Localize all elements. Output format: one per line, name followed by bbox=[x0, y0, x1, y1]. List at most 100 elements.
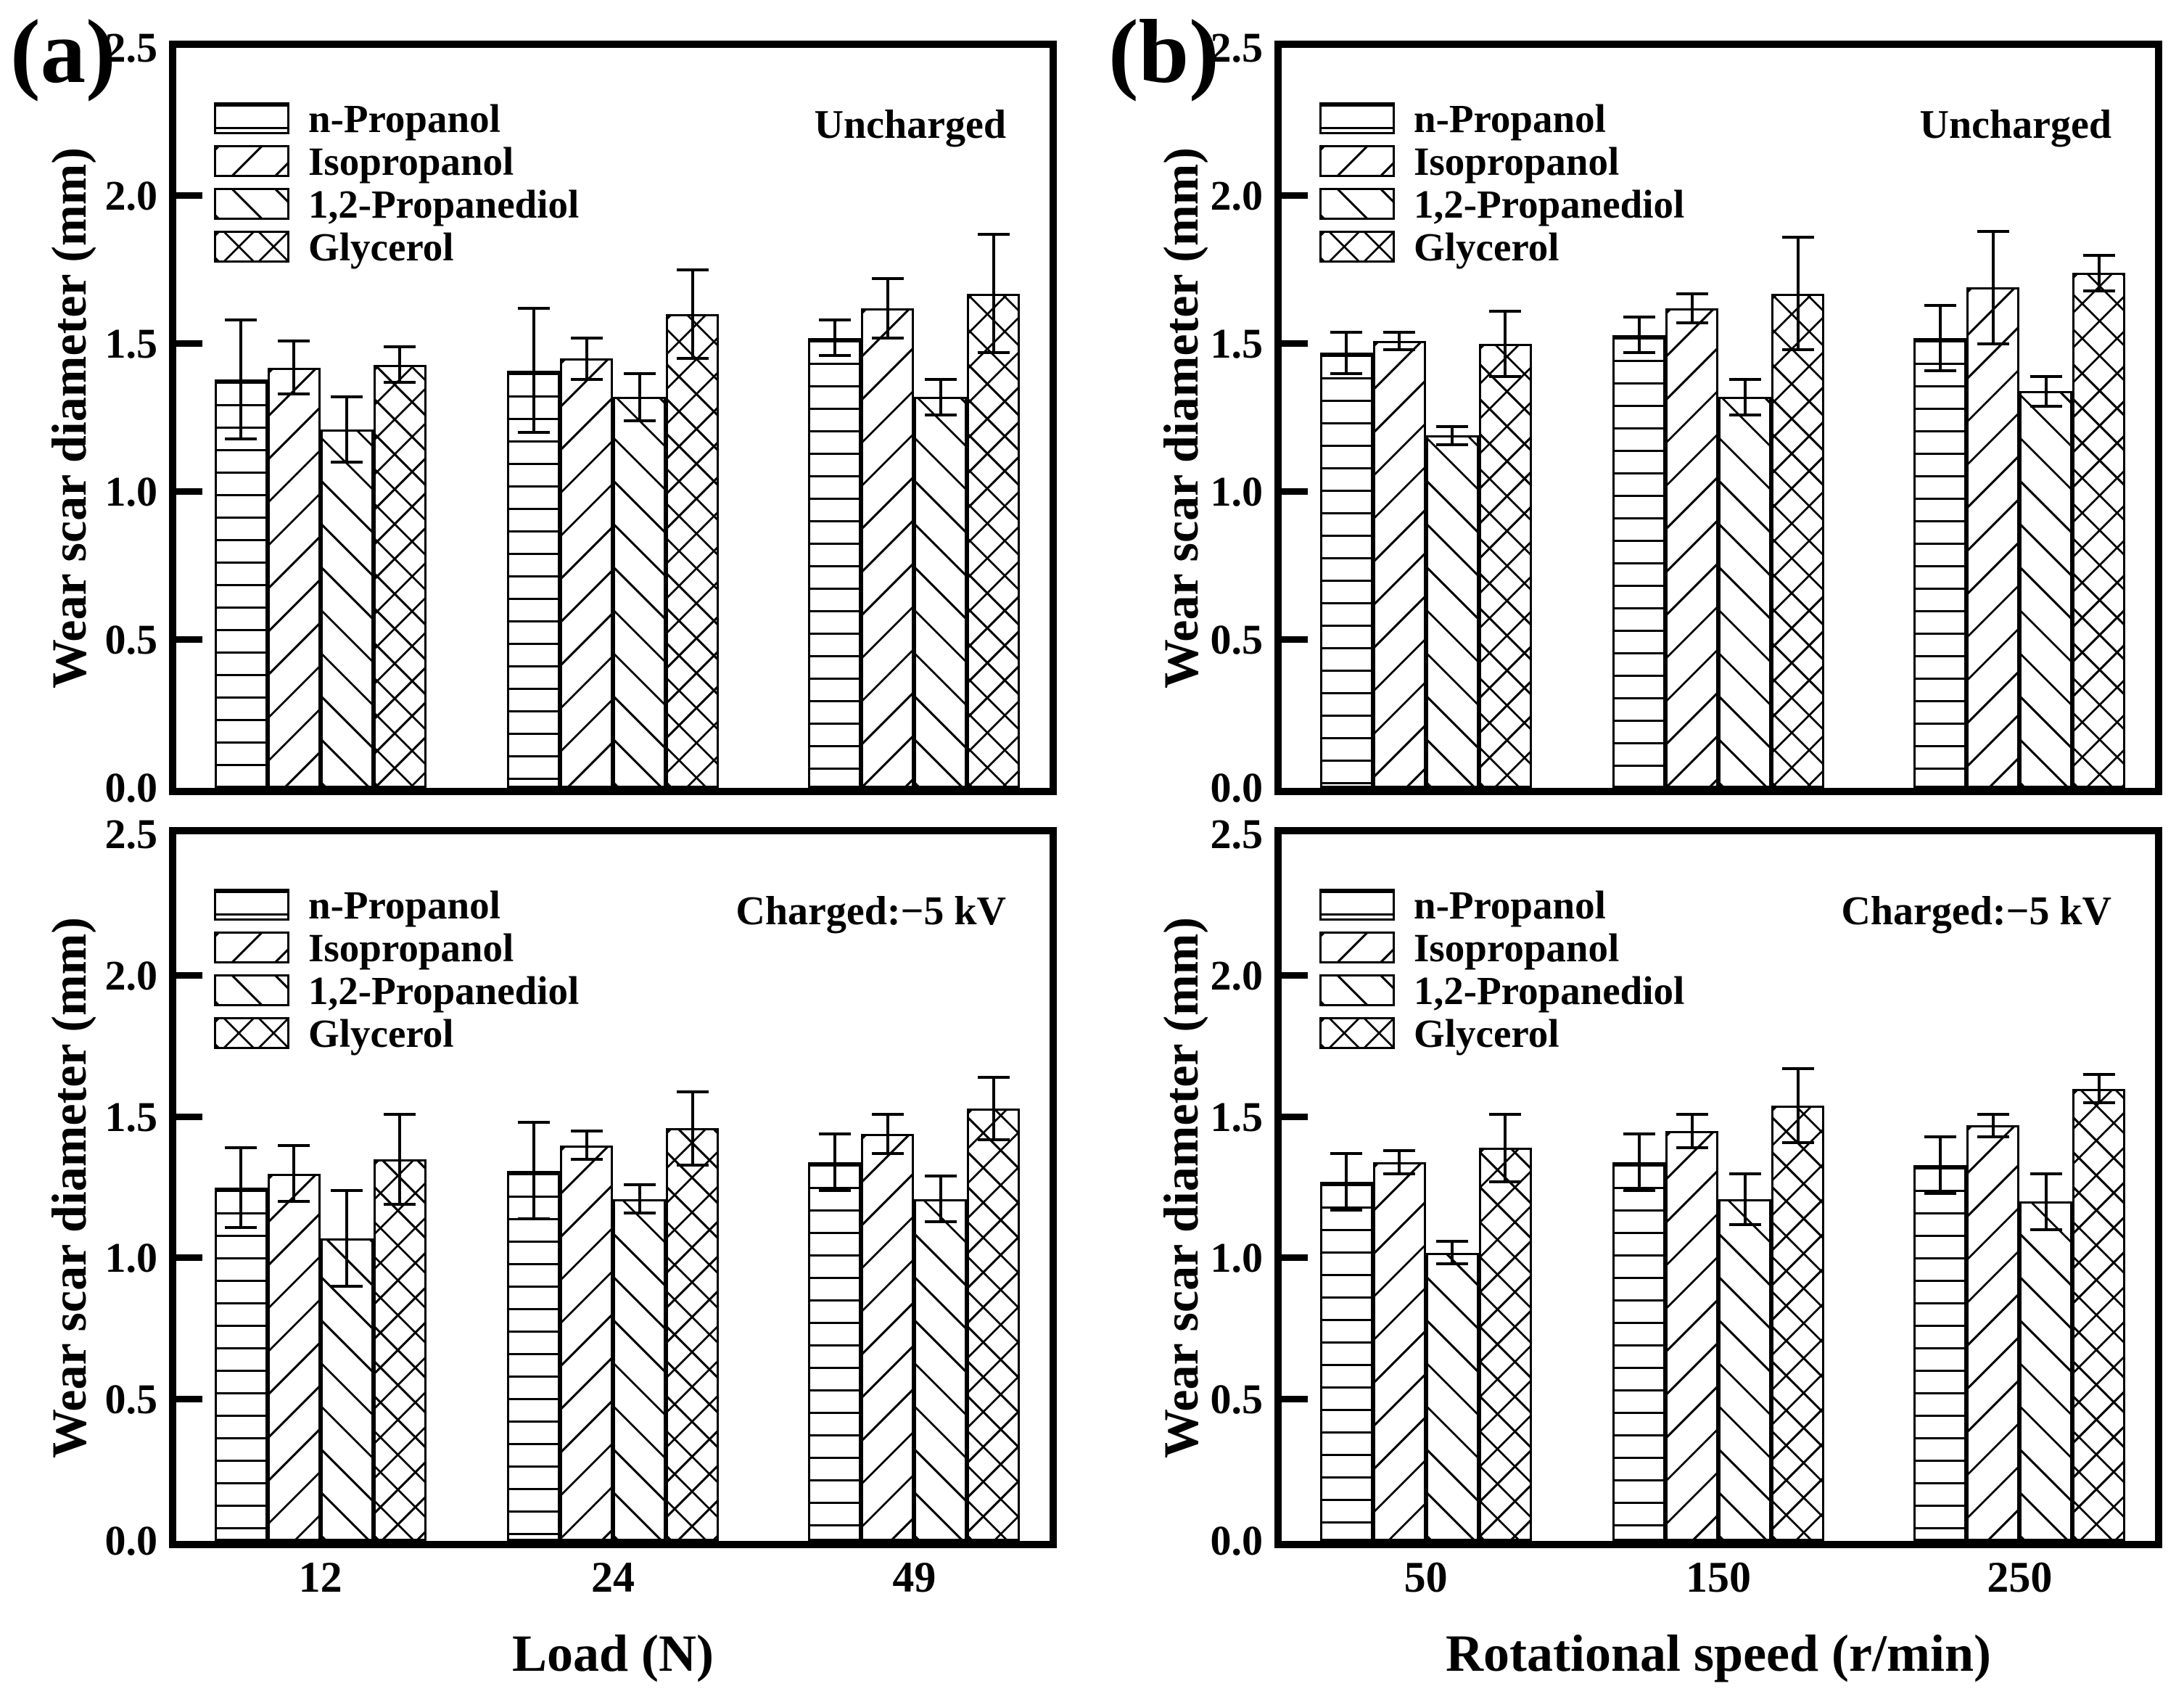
error-bar bbox=[691, 1091, 694, 1165]
legend-item: Isopropanol bbox=[1319, 139, 1684, 184]
error-bar bbox=[292, 1145, 296, 1202]
y-tick-label: 2.0 bbox=[104, 172, 158, 219]
error-bar bbox=[239, 1148, 243, 1228]
legend-label: 1,2-Propanediol bbox=[1414, 181, 1685, 226]
error-bar bbox=[585, 337, 588, 379]
bar-Glycerol bbox=[373, 1159, 427, 1541]
error-bar-cap-bottom bbox=[1977, 342, 2009, 345]
bar-1,2-Propanediol bbox=[1718, 1198, 1771, 1541]
error-bar-cap-bottom bbox=[570, 377, 603, 381]
bar-n-Propanol bbox=[808, 337, 862, 788]
y-tick bbox=[176, 971, 202, 979]
panel-annotation: Uncharged bbox=[1919, 102, 2111, 147]
y-tick-label: 2.0 bbox=[1210, 951, 1264, 999]
error-bar-cap-top bbox=[570, 336, 603, 340]
y-tick-label: 1.5 bbox=[1210, 320, 1264, 367]
error-bar-cap-bottom bbox=[1383, 1172, 1416, 1175]
error-bar bbox=[1938, 305, 1942, 371]
y-tick-label: 0.0 bbox=[1210, 764, 1264, 811]
bar-n-Propanol bbox=[1612, 1161, 1665, 1541]
error-bar-cap-top bbox=[225, 1146, 257, 1150]
error-bar-cap-bottom bbox=[1728, 413, 1761, 416]
bar-Isopropanol bbox=[560, 1145, 613, 1541]
legend-swatch-diagonal-down-icon bbox=[1319, 974, 1395, 1006]
error-bar-cap-bottom bbox=[818, 1188, 851, 1192]
error-bar bbox=[345, 1190, 349, 1287]
bar-n-Propanol bbox=[808, 1161, 862, 1541]
error-bar bbox=[1504, 311, 1507, 377]
x-tick-label: 50 bbox=[1404, 1553, 1448, 1601]
legend-swatch-crosshatch-icon bbox=[214, 1017, 289, 1049]
error-bar-cap-bottom bbox=[623, 1212, 656, 1215]
legend-label: n-Propanol bbox=[1414, 882, 1606, 927]
error-bar-cap-bottom bbox=[1676, 1146, 1708, 1150]
y-tick-label: 0.0 bbox=[104, 764, 158, 811]
error-bar bbox=[992, 234, 995, 353]
error-bar-cap-bottom bbox=[1436, 443, 1469, 446]
error-bar bbox=[1991, 1114, 1995, 1137]
legend-label: Isopropanol bbox=[1414, 139, 1620, 184]
bar-n-Propanol bbox=[1913, 1164, 1967, 1541]
error-bar bbox=[1451, 427, 1454, 445]
error-bar-cap-top bbox=[924, 1175, 957, 1178]
y-tick-label: 2.5 bbox=[1210, 24, 1264, 71]
bar-1,2-Propanediol bbox=[2019, 1201, 2073, 1541]
error-bar-cap-top bbox=[2030, 374, 2062, 378]
error-bar-cap-top bbox=[2030, 1172, 2062, 1175]
error-bar-cap-bottom bbox=[331, 1285, 363, 1288]
error-bar-cap-bottom bbox=[384, 381, 416, 385]
error-bar bbox=[1991, 231, 1995, 344]
error-bar-cap-top bbox=[676, 1090, 709, 1093]
y-tick bbox=[176, 636, 202, 643]
legend-swatch-horizontal-icon bbox=[1319, 102, 1395, 134]
bar-1,2-Propanediol bbox=[613, 397, 666, 788]
bar-Isopropanol bbox=[1372, 1161, 1426, 1541]
error-bar-cap-bottom bbox=[924, 1220, 957, 1223]
error-bar-cap-bottom bbox=[278, 1200, 310, 1204]
bar-n-Propanol bbox=[1319, 1182, 1373, 1541]
error-bar-cap-bottom bbox=[1330, 1209, 1363, 1212]
error-bar bbox=[1743, 1173, 1747, 1225]
error-bar-cap-top bbox=[977, 1076, 1010, 1080]
legend-swatch-horizontal-icon bbox=[1319, 889, 1395, 921]
error-bar bbox=[1637, 317, 1641, 353]
legend: n-Propanol Isopropanol 1,2-Propanediol Glyc… bbox=[1319, 882, 1684, 1053]
bar-Glycerol bbox=[1771, 1106, 1824, 1541]
error-bar bbox=[1796, 237, 1800, 350]
bar-Isopropanol bbox=[1966, 287, 2020, 788]
error-bar bbox=[2044, 376, 2048, 406]
error-bar-cap-bottom bbox=[2082, 289, 2115, 292]
error-bar bbox=[1345, 332, 1348, 374]
error-bar-cap-bottom bbox=[1623, 1188, 1655, 1192]
bar-1,2-Propanediol bbox=[1425, 435, 1479, 788]
legend: n-Propanol Isopropanol 1,2-Propanediol Glyc… bbox=[214, 882, 579, 1053]
bar-Glycerol bbox=[1478, 344, 1532, 788]
error-bar-cap-top bbox=[1924, 303, 1956, 307]
y-tick bbox=[1282, 636, 1308, 643]
error-bar-cap-bottom bbox=[2082, 1101, 2115, 1105]
y-tick-label: 1.0 bbox=[1210, 1234, 1264, 1282]
error-bar-cap-top bbox=[818, 1132, 851, 1135]
bar-Glycerol bbox=[1771, 293, 1824, 788]
plot-area-b-charged: 0.0 0.5 1.0 1.5 2.0 2.5 50 150 250 n-Propanol Isop… bbox=[1211, 813, 2162, 1599]
error-bar-cap-bottom bbox=[1781, 1140, 1814, 1144]
bar-1,2-Propanediol bbox=[914, 1198, 968, 1541]
y-tick-label: 2.5 bbox=[104, 810, 158, 858]
bar-Glycerol bbox=[967, 1108, 1021, 1541]
error-bar bbox=[239, 320, 243, 439]
y-tick-label: 1.0 bbox=[104, 468, 158, 515]
error-bar-cap-bottom bbox=[924, 413, 957, 416]
error-bar-cap-top bbox=[2082, 1073, 2115, 1077]
error-bar-cap-top bbox=[1924, 1135, 1956, 1138]
legend-swatch-horizontal-icon bbox=[214, 102, 289, 134]
y-tick bbox=[176, 1396, 202, 1403]
legend-swatch-diagonal-up-icon bbox=[214, 145, 289, 177]
x-tick-label: 150 bbox=[1686, 1553, 1751, 1601]
x-tick-label: 49 bbox=[892, 1553, 936, 1601]
error-bar-cap-top bbox=[1977, 229, 2009, 233]
legend-label: n-Propanol bbox=[308, 882, 500, 927]
error-bar-cap-top bbox=[517, 307, 550, 311]
bar-n-Propanol bbox=[507, 1170, 560, 1541]
y-tick-label: 1.0 bbox=[1210, 468, 1264, 515]
error-bar bbox=[398, 347, 402, 383]
